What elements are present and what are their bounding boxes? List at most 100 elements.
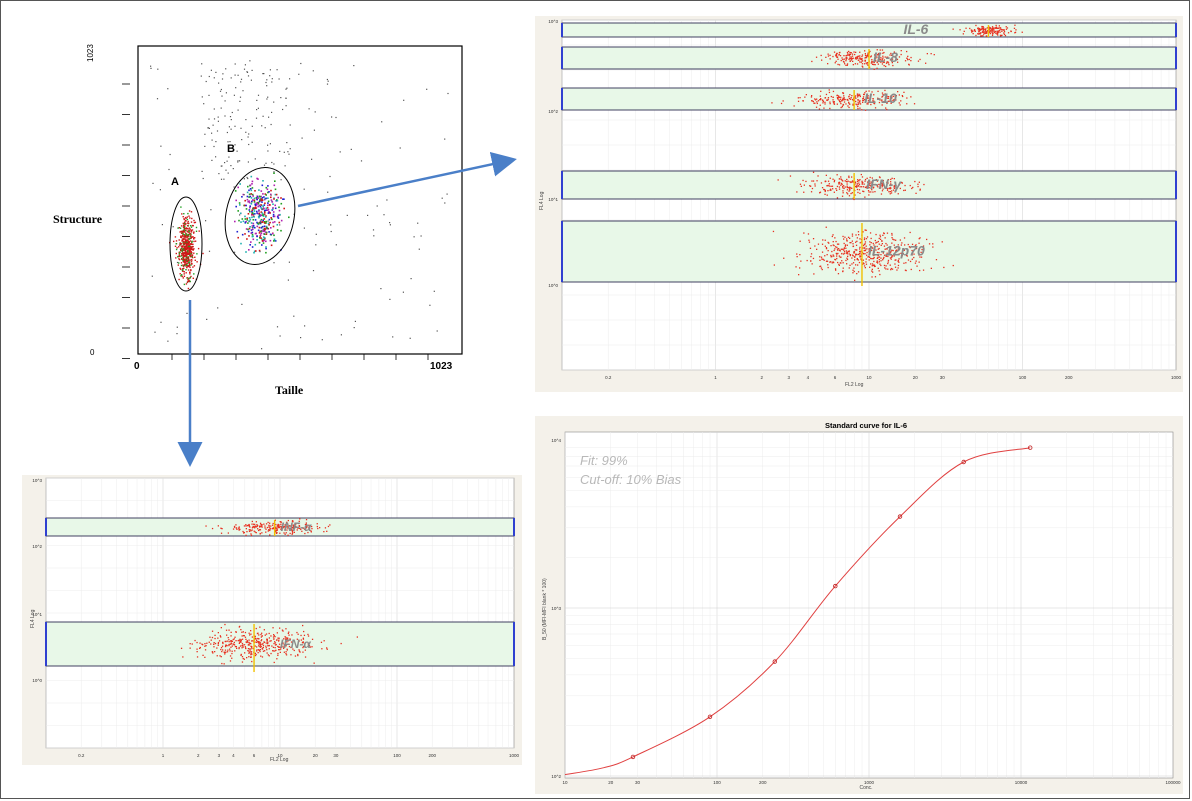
- bead-event: [886, 244, 888, 246]
- bead-event: [849, 94, 851, 96]
- gate-a-event: [184, 261, 186, 264]
- bead-event: [254, 525, 257, 527]
- gate-b-event: [258, 216, 260, 219]
- bead-event: [874, 239, 876, 242]
- background-event: [389, 224, 391, 226]
- gate-a-event: [189, 254, 191, 257]
- bead-event: [891, 58, 894, 60]
- bead-event: [925, 62, 927, 64]
- bead-event: [869, 232, 872, 234]
- background-event: [251, 69, 253, 71]
- background-event: [220, 165, 222, 167]
- background-event: [446, 193, 448, 195]
- background-event: [249, 60, 251, 62]
- bead-event: [977, 33, 979, 35]
- bead-event: [273, 638, 275, 640]
- background-event: [210, 69, 212, 71]
- gate-b-event: [257, 222, 259, 225]
- bead-event: [263, 641, 265, 643]
- gate-a-event: [182, 256, 185, 259]
- bead-event: [241, 635, 243, 637]
- bead-event: [199, 646, 201, 649]
- bead-event: [201, 643, 203, 645]
- gate-b-event: [264, 216, 267, 218]
- bead-event: [867, 101, 869, 104]
- bead-event: [255, 627, 257, 630]
- bead-event: [884, 267, 886, 269]
- gate-b-event: [251, 213, 253, 215]
- background-event: [278, 78, 280, 80]
- bead-event: [992, 27, 994, 29]
- bead-event: [883, 61, 885, 63]
- bead-event: [311, 646, 313, 648]
- background-event: [444, 138, 446, 140]
- background-event: [346, 214, 348, 216]
- bead-event: [280, 644, 283, 646]
- bead-event: [859, 102, 861, 104]
- gate-a-event: [182, 235, 184, 237]
- gate-b-event: [252, 199, 254, 201]
- bead-event: [991, 31, 993, 34]
- gate-a-event: [184, 258, 186, 261]
- bead-event: [845, 55, 847, 57]
- gate-a-event: [190, 255, 192, 257]
- gate-a-event: [188, 241, 190, 243]
- bead-event: [864, 241, 867, 243]
- bead-event: [783, 257, 785, 259]
- background-event: [268, 116, 270, 118]
- gate-b-event: [260, 237, 262, 239]
- bead-event: [877, 98, 879, 100]
- gate-a-event: [185, 251, 188, 253]
- gate-b-event: [250, 193, 252, 195]
- bead-event: [883, 256, 885, 259]
- gate-a-event: [191, 255, 193, 257]
- background-event: [288, 261, 290, 263]
- bead-event: [278, 637, 280, 639]
- gate-b-event: [272, 211, 275, 213]
- gate-b-event: [240, 221, 242, 223]
- bead-event: [875, 55, 877, 57]
- background-event: [280, 179, 282, 181]
- gate-b-event: [259, 230, 261, 233]
- bead-event: [887, 268, 889, 270]
- bead-event: [284, 524, 286, 526]
- bead-event: [989, 30, 991, 32]
- gate-b-event: [260, 227, 263, 229]
- bead-event: [275, 532, 278, 534]
- gate-a-event: [178, 227, 180, 229]
- bead-event: [270, 635, 272, 637]
- bead-event: [918, 238, 920, 240]
- background-event: [211, 132, 213, 134]
- background-event: [426, 88, 428, 90]
- bead-event: [855, 185, 857, 188]
- bead-event: [848, 253, 850, 255]
- bead-event: [825, 247, 828, 249]
- background-event: [392, 336, 394, 338]
- gate-a-event: [182, 265, 185, 267]
- bead-event: [838, 255, 840, 257]
- gate-a-event: [182, 232, 184, 235]
- bead-event: [228, 639, 230, 641]
- bead-event: [327, 525, 330, 528]
- panel-bl-x-ticks: 0.2 1 2 3 4 6 10 20 30 100 200 1000: [78, 753, 519, 758]
- bead-event: [223, 651, 226, 653]
- bead-event: [844, 244, 847, 246]
- standard-point: [1027, 445, 1033, 450]
- bead-event: [812, 100, 814, 103]
- bead-event: [856, 93, 859, 95]
- gate-b-event: [282, 198, 284, 200]
- bead-event: [971, 31, 973, 33]
- bead-event: [313, 662, 315, 664]
- bead-event: [848, 187, 850, 189]
- bead-event: [303, 630, 305, 633]
- gate-a-event: [182, 224, 185, 226]
- bead-event: [251, 636, 253, 638]
- gate-b-event: [248, 217, 251, 219]
- x-tick-label: 100: [713, 780, 721, 785]
- background-event: [225, 92, 227, 94]
- bead-event: [833, 102, 835, 104]
- gate-a-event: [185, 261, 187, 263]
- background-event: [245, 131, 247, 133]
- background-event: [263, 164, 266, 166]
- bead-event: [290, 527, 292, 530]
